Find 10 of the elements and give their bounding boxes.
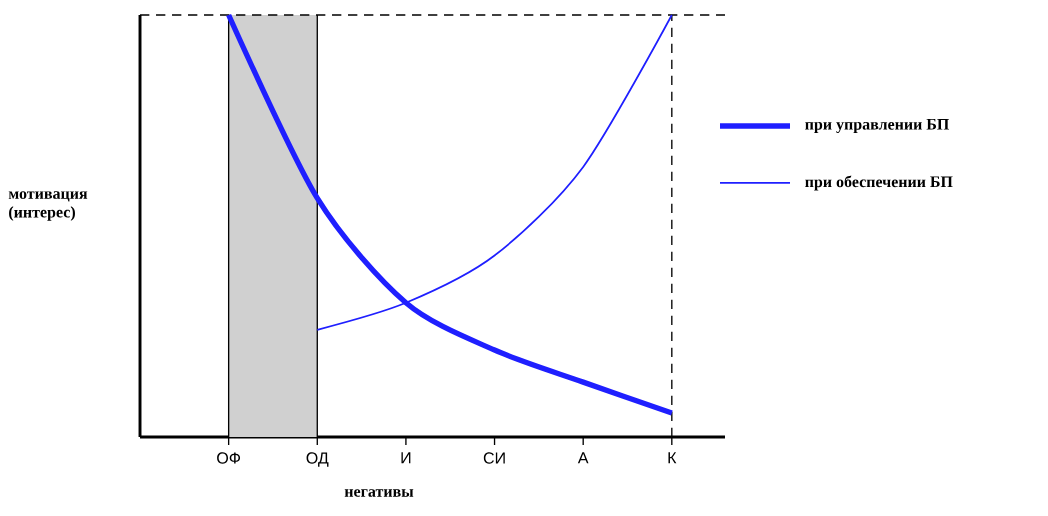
x-tick-label: А	[577, 452, 589, 464]
x-axis-title: негативы	[344, 489, 414, 497]
x-tick-label: К	[668, 452, 677, 464]
x-tick-label: ОД	[306, 452, 329, 467]
x-tick-label: ОФ	[217, 452, 241, 464]
x-tick-label: И	[401, 452, 411, 464]
legend-label: при обеспечении БП	[805, 175, 953, 191]
x-tick-label: СИ	[483, 452, 505, 464]
legend-label: при управлении БП	[805, 119, 949, 133]
y-axis-title: мотивация (интерес)	[8, 191, 88, 221]
